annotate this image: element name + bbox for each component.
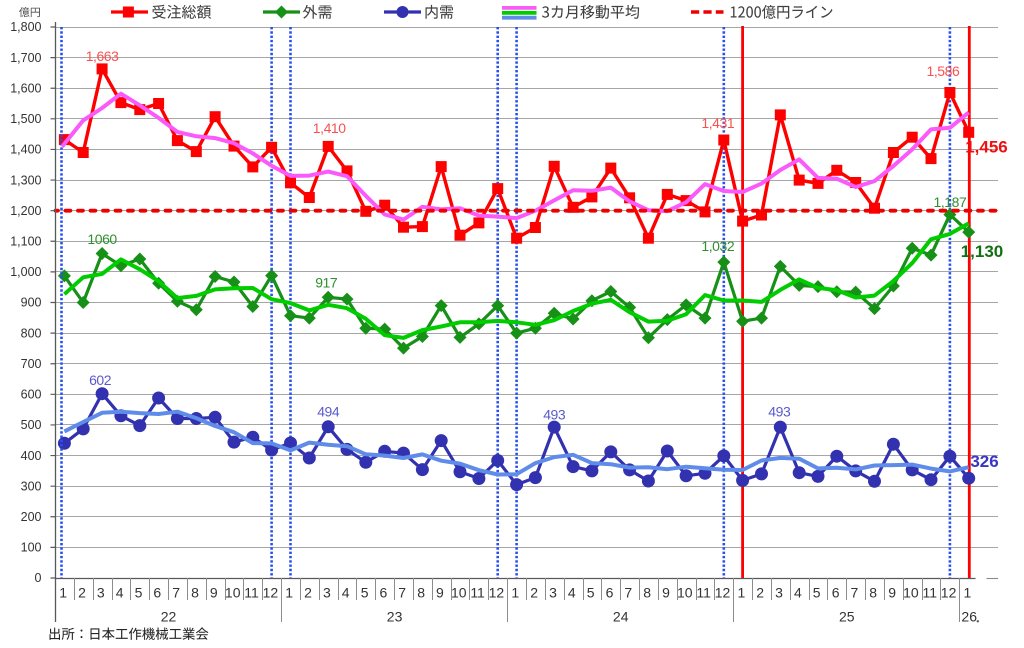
- svg-text:1,586: 1,586: [927, 63, 960, 79]
- svg-text:25: 25: [839, 609, 855, 625]
- svg-text:6: 6: [606, 585, 614, 601]
- svg-text:1,600: 1,600: [10, 81, 41, 95]
- svg-text:1: 1: [285, 585, 293, 601]
- svg-text:5: 5: [361, 585, 369, 601]
- svg-text:26: 26: [961, 609, 977, 625]
- svg-text:1: 1: [738, 585, 746, 601]
- svg-text:2: 2: [530, 585, 538, 601]
- svg-text:1060: 1060: [87, 231, 117, 247]
- svg-text:5: 5: [587, 585, 595, 601]
- svg-text:7: 7: [624, 585, 632, 601]
- svg-text:24: 24: [613, 609, 629, 625]
- svg-text:6: 6: [832, 585, 840, 601]
- svg-text:12: 12: [941, 585, 957, 601]
- svg-text:3: 3: [97, 585, 105, 601]
- svg-text:200: 200: [21, 510, 42, 524]
- svg-text:11: 11: [923, 585, 938, 601]
- svg-text:10: 10: [903, 585, 919, 601]
- svg-text:12: 12: [263, 585, 279, 601]
- svg-text:1,431: 1,431: [701, 115, 734, 131]
- svg-text:493: 493: [543, 407, 566, 423]
- svg-text:1,800: 1,800: [10, 20, 41, 34]
- svg-text:1,700: 1,700: [10, 51, 41, 65]
- svg-text:1,187: 1,187: [934, 194, 967, 210]
- svg-text:1,400: 1,400: [10, 143, 41, 157]
- svg-text:9: 9: [662, 585, 670, 601]
- svg-text:8: 8: [417, 585, 425, 601]
- svg-text:1,200: 1,200: [10, 204, 41, 218]
- svg-text:10: 10: [225, 585, 241, 601]
- svg-text:700: 700: [21, 357, 42, 371]
- svg-text:1,130: 1,130: [961, 242, 1004, 261]
- svg-text:900: 900: [21, 296, 42, 310]
- svg-text:23: 23: [387, 609, 403, 625]
- svg-text:500: 500: [21, 418, 42, 432]
- svg-text:3: 3: [323, 585, 331, 601]
- svg-text:2: 2: [304, 585, 312, 601]
- svg-text:1,500: 1,500: [10, 112, 41, 126]
- svg-text:10: 10: [677, 585, 693, 601]
- svg-text:7: 7: [398, 585, 406, 601]
- svg-text:1,000: 1,000: [10, 265, 41, 279]
- svg-text:9: 9: [210, 585, 218, 601]
- svg-text:1,410: 1,410: [313, 120, 346, 136]
- svg-text:326: 326: [970, 452, 998, 471]
- svg-text:22: 22: [161, 609, 177, 625]
- svg-text:4: 4: [568, 585, 576, 601]
- svg-text:5: 5: [813, 585, 821, 601]
- svg-text:1: 1: [964, 585, 972, 601]
- svg-text:7: 7: [172, 585, 180, 601]
- svg-text:7: 7: [851, 585, 859, 601]
- svg-text:1: 1: [511, 585, 519, 601]
- svg-text:400: 400: [21, 449, 42, 463]
- svg-text:600: 600: [21, 388, 42, 402]
- svg-text:11: 11: [696, 585, 711, 601]
- svg-text:11: 11: [470, 585, 485, 601]
- svg-text:1: 1: [59, 585, 67, 601]
- svg-text:5: 5: [135, 585, 143, 601]
- svg-text:1,100: 1,100: [10, 235, 41, 249]
- svg-text:9: 9: [888, 585, 896, 601]
- svg-text:4: 4: [342, 585, 350, 601]
- svg-text:10: 10: [451, 585, 467, 601]
- svg-text:3: 3: [549, 585, 557, 601]
- svg-text:494: 494: [317, 404, 340, 420]
- svg-text:11: 11: [244, 585, 259, 601]
- svg-text:100: 100: [21, 541, 42, 555]
- svg-text:2: 2: [78, 585, 86, 601]
- svg-text:12: 12: [489, 585, 505, 601]
- svg-text:4: 4: [794, 585, 802, 601]
- svg-text:1,300: 1,300: [10, 173, 41, 187]
- svg-text:1,663: 1,663: [86, 48, 119, 64]
- svg-text:1,456: 1,456: [965, 138, 1008, 157]
- svg-text:12: 12: [715, 585, 731, 601]
- svg-text:8: 8: [869, 585, 877, 601]
- svg-text:8: 8: [643, 585, 651, 601]
- svg-text:6: 6: [380, 585, 388, 601]
- svg-text:6: 6: [153, 585, 161, 601]
- svg-text:300: 300: [21, 479, 42, 493]
- svg-text:9: 9: [436, 585, 444, 601]
- svg-text:493: 493: [768, 404, 791, 420]
- svg-text:917: 917: [315, 275, 338, 291]
- svg-text:4: 4: [116, 585, 124, 601]
- svg-text:0: 0: [35, 571, 42, 585]
- svg-text:8: 8: [191, 585, 199, 601]
- svg-text:602: 602: [89, 372, 112, 388]
- svg-text:800: 800: [21, 326, 42, 340]
- svg-text:2: 2: [756, 585, 764, 601]
- svg-text:3: 3: [775, 585, 783, 601]
- svg-text:1,032: 1,032: [701, 238, 734, 254]
